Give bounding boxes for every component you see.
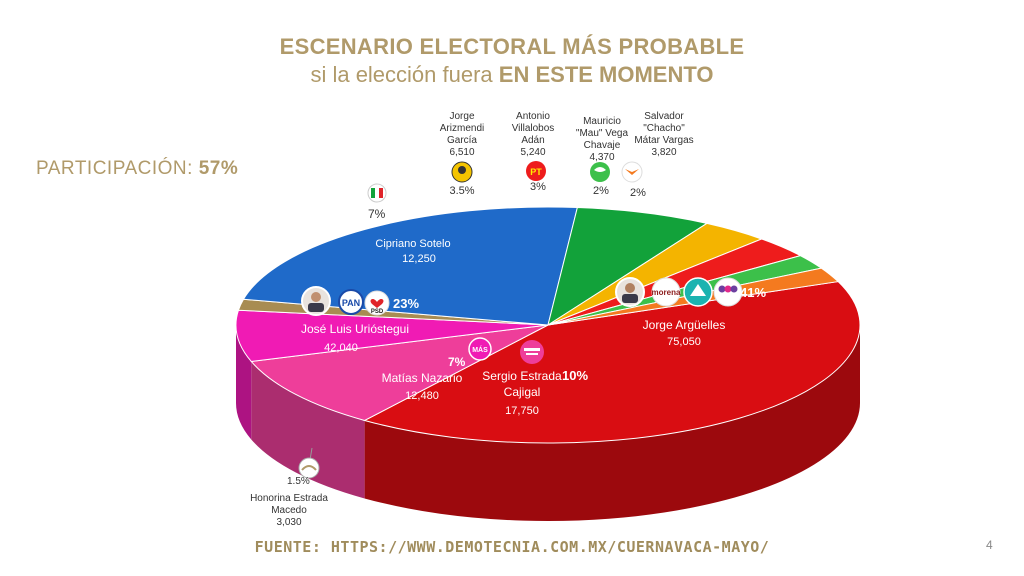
- label-votes-honorina: 3,030: [276, 517, 301, 528]
- fxm-mark2-icon: [526, 353, 538, 355]
- label-name-vega-2: "Mau" Vega: [576, 128, 629, 139]
- label-votes-uriostegui: 42,040: [324, 342, 358, 354]
- label-votes-arizmendi: 6,510: [449, 147, 474, 158]
- fxm-mark-icon: [524, 348, 540, 351]
- pan-logo-icon: [338, 289, 364, 315]
- photo-head-arguelles: [625, 283, 635, 293]
- photo-head-uriostegui: [311, 292, 321, 302]
- pri-green-icon: [371, 188, 375, 198]
- participation-label: PARTICIPACIÓN:: [36, 158, 193, 179]
- label-name-estrada-2: Cajigal: [504, 385, 541, 399]
- psd-logo-text: PSD: [371, 309, 384, 315]
- label-name-arizmendi-3: García: [447, 135, 477, 146]
- label-votes-vega: 4,370: [589, 152, 614, 163]
- pie-slice-matias-nazario: [235, 309, 549, 362]
- pie-slice-jorge-arguelles: [363, 281, 861, 444]
- logos: morena PAN PSD PT MÁS: [298, 161, 743, 479]
- mas-logo-text: MÁS: [472, 345, 488, 354]
- pri-logo-icon: [367, 183, 387, 203]
- mc-eagle-icon: [625, 169, 639, 175]
- chart-subtitle: si la elección fuera EN ESTE MOMENTO: [0, 62, 1024, 88]
- psd-heart-icon: [370, 298, 384, 308]
- pt-logo-icon: [526, 161, 546, 181]
- label-name-estrada-1: Sergio Estrada: [482, 369, 562, 383]
- label-name-vega-3: Chavaje: [584, 140, 621, 151]
- participation: PARTICIPACIÓN: 57%: [36, 158, 238, 180]
- slice-labels: 41% Jorge Argüelles 75,050 Sergio Estrad…: [250, 111, 766, 528]
- pie-side-jorge-arguelles: [364, 325, 860, 521]
- es-dot-3-icon: [730, 285, 738, 293]
- verde-tucan-icon: [594, 167, 606, 172]
- pri-red-icon: [379, 188, 383, 198]
- label-name-honorina-1: Honorina Estrada: [250, 493, 328, 504]
- label-name-villalobos-3: Adán: [521, 135, 544, 146]
- label-votes-sotelo: 12,250: [402, 253, 436, 265]
- page-number: 4: [986, 538, 993, 552]
- fxm-logo-icon: [520, 340, 544, 364]
- label-percent-sotelo: 7%: [368, 207, 386, 221]
- label-percent-villalobos: 3%: [530, 181, 546, 193]
- es-dot-2-icon: [724, 285, 732, 293]
- pie-slice-cipriano-sotelo: [547, 207, 709, 327]
- label-votes-matar: 3,820: [651, 147, 676, 158]
- label-percent-honorina: 1.5%: [287, 476, 310, 487]
- mas-logo-icon: [468, 337, 492, 361]
- label-name-arizmendi-2: Arizmendi: [440, 123, 484, 134]
- subtitle-prefix: si la elección fuera: [310, 62, 493, 87]
- label-percent-vega: 2%: [593, 185, 609, 197]
- label-name-nazario: Matías Nazario: [382, 371, 463, 385]
- morena-logo-icon: [651, 277, 681, 307]
- label-name-arguelles: Jorge Argüelles: [643, 318, 726, 332]
- label-name-sotelo: Cipriano Sotelo: [375, 238, 450, 250]
- label-name-villalobos-1: Antonio: [516, 111, 550, 122]
- pt-logo-text: PT: [530, 167, 542, 177]
- pie-sides: [236, 325, 860, 521]
- participation-value: 57%: [198, 158, 239, 179]
- source-note: FUENTE: HTTPS://WWW.DEMOTECNIA.COM.MX/CU…: [254, 538, 770, 556]
- label-votes-arguelles: 75,050: [667, 336, 701, 348]
- pie-side-matias-nazario: [236, 325, 252, 440]
- pan-logo-text: PAN: [342, 298, 360, 308]
- independiente-mark-icon: [301, 465, 317, 471]
- independiente-logo-icon: [298, 457, 320, 479]
- label-percent-uriostegui: 23%: [393, 296, 419, 311]
- label-votes-villalobos: 5,240: [520, 147, 545, 158]
- label-name-vega-1: Mauricio: [583, 116, 621, 127]
- label-name-matar-1: Salvador: [644, 111, 684, 122]
- nueva-alianza-mark-icon: [690, 284, 706, 296]
- chart-title: ESCENARIO ELECTORAL MÁS PROBABLE: [279, 34, 745, 59]
- label-name-matar-3: Mátar Vargas: [634, 135, 693, 146]
- es-dot-1-icon: [718, 285, 726, 293]
- prd-sun-icon: [458, 166, 466, 174]
- label-name-honorina-2: Macedo: [271, 505, 307, 516]
- label-name-uriostegui: José Luis Urióstegui: [301, 322, 409, 336]
- label-percent-arguelles: 41%: [740, 285, 766, 300]
- pie-side-sergio-estrada-cajigal: [251, 361, 365, 499]
- label-name-arizmendi-1: Jorge: [449, 111, 474, 122]
- label-percent-matar: 2%: [630, 187, 646, 199]
- photo-body-arguelles: [622, 294, 638, 303]
- morena-logo-text: morena: [652, 288, 681, 297]
- label-percent-estrada: 10%: [562, 368, 588, 383]
- label-name-matar-2: "Chacho": [643, 123, 685, 134]
- label-percent-arizmendi: 3.5%: [449, 185, 474, 197]
- label-name-villalobos-2: Villalobos: [512, 123, 555, 134]
- label-votes-nazario: 12,480: [405, 390, 439, 402]
- subtitle-bold: EN ESTE MOMENTO: [498, 62, 714, 87]
- label-percent-nazario: 7%: [448, 355, 466, 369]
- photo-body-uriostegui: [308, 303, 324, 312]
- label-votes-estrada: 17,750: [505, 405, 539, 417]
